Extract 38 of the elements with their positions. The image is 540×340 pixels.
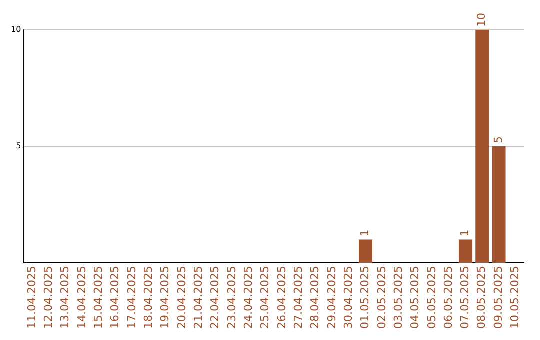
x-tick-label: 29.04.2025 <box>325 266 338 330</box>
x-tick-label: 24.04.2025 <box>242 266 255 330</box>
x-tick-label: 30.04.2025 <box>342 266 355 330</box>
x-tick-label: 08.05.2025 <box>475 266 488 330</box>
bar <box>476 30 490 264</box>
x-tick-label: 21.04.2025 <box>192 266 205 330</box>
x-tick-label: 19.04.2025 <box>158 266 172 330</box>
x-tick-label: 28.04.2025 <box>308 266 322 330</box>
x-tick-label: 20.04.2025 <box>175 266 188 330</box>
bar <box>458 240 472 264</box>
x-tick-label: 26.04.2025 <box>275 266 288 330</box>
x-tick-label: 12.04.2025 <box>42 266 56 330</box>
x-tick-label: 27.04.2025 <box>292 266 305 330</box>
x-tick-label: 17.04.2025 <box>125 266 138 330</box>
x-tick-label: 01.05.2025 <box>358 266 372 330</box>
x-tick-label: 18.04.2025 <box>142 266 155 330</box>
x-tick-label: 09.05.2025 <box>492 266 505 330</box>
x-tick-label: 11.04.2025 <box>25 266 38 330</box>
x-tick-label: 22.04.2025 <box>208 266 222 330</box>
x-tick-label: 16.04.2025 <box>108 266 122 330</box>
x-tick-label: 23.04.2025 <box>225 266 238 330</box>
x-tick-label: 15.04.2025 <box>92 266 106 330</box>
x-tick-label: 10.05.2025 <box>508 266 522 330</box>
data-label: 1 <box>358 230 372 237</box>
x-tick-label: 06.05.2025 <box>442 266 455 330</box>
x-tick-label: 03.05.2025 <box>392 266 405 330</box>
data-label: 5 <box>492 136 505 144</box>
x-tick-label: 14.04.2025 <box>75 266 88 330</box>
data-label: 10 <box>475 13 488 27</box>
x-tick-label: 02.05.2025 <box>375 266 388 330</box>
x-tick-label: 25.04.2025 <box>258 266 272 330</box>
x-tick-label: 05.05.2025 <box>425 266 438 330</box>
bar <box>492 146 506 264</box>
x-tick-label: 07.05.2025 <box>458 266 472 330</box>
bar <box>358 240 372 264</box>
x-tick-label: 13.04.2025 <box>58 266 72 330</box>
x-tick-label: 04.05.2025 <box>408 266 422 330</box>
data-label: 1 <box>458 230 472 237</box>
